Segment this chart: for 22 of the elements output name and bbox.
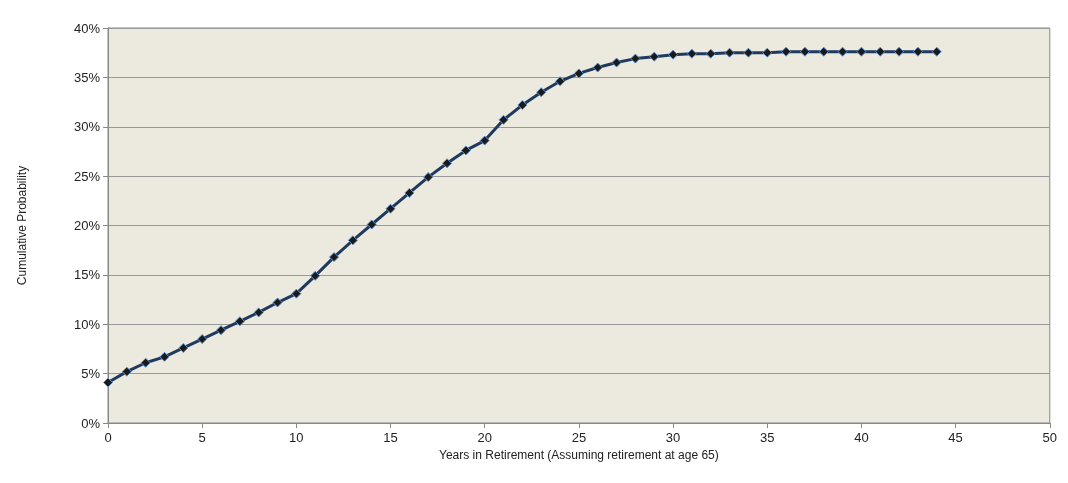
x-tick-label: 0 [104,430,112,445]
y-tick-label: 25% [73,168,101,184]
y-tick-label: 15% [73,267,101,283]
x-tick-label: 35 [760,430,775,445]
x-tick-label: 15 [383,430,398,445]
x-tick-label: 50 [1042,430,1057,445]
x-tick-label: 25 [571,430,587,445]
y-tick-label: 30% [73,119,101,135]
y-tick-label: 35% [73,69,101,85]
x-tick-label: 45 [948,430,963,445]
y-tick-label: 5% [81,366,101,382]
y-tick-label: 20% [73,218,101,233]
y-tick-label: 40% [73,20,101,36]
x-tick-label: 5 [198,430,206,445]
y-axis-title: Cumulative Probability [15,165,29,286]
x-tick-label: 20 [477,430,492,445]
y-tick-label: 10% [73,316,101,332]
x-tick-label: 10 [289,430,304,445]
x-axis-title: Years in Retirement (Assuming retirement at age 65) [439,448,719,462]
y-tick-label: 0% [81,415,101,431]
x-tick-label: 30 [665,430,681,445]
x-tick-label: 40 [854,430,869,445]
